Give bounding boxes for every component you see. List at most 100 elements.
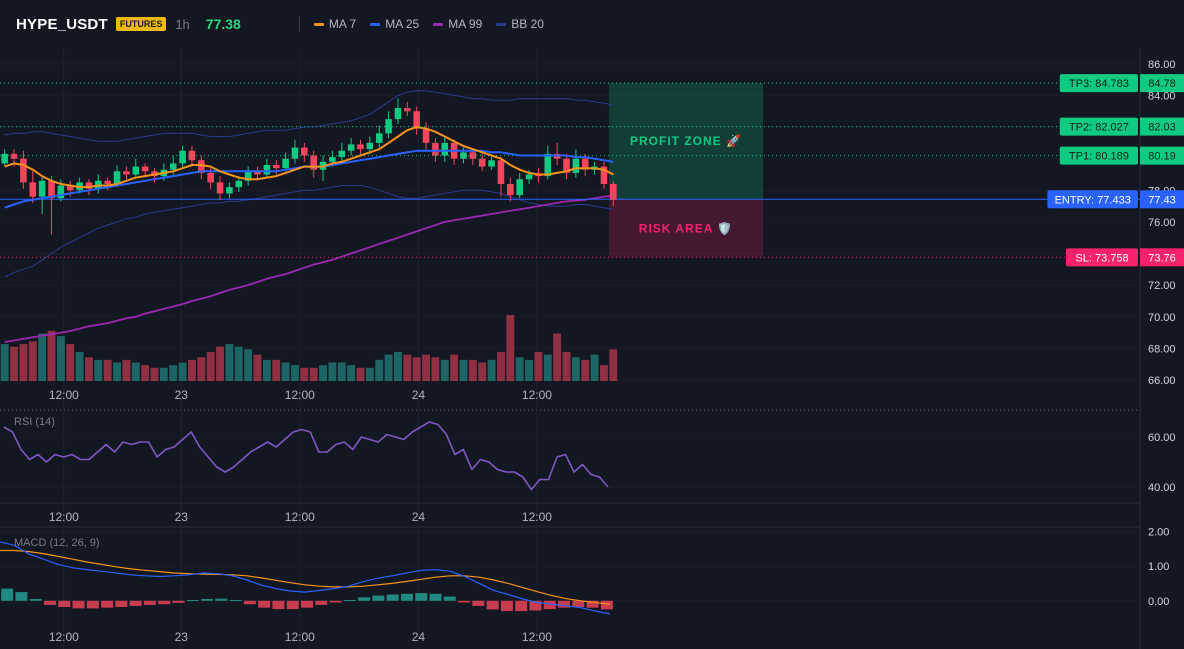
- macd-histogram-bar: [272, 600, 285, 610]
- axis-tag-entry: [1140, 190, 1184, 209]
- volume-bar: [206, 351, 215, 381]
- macd-histogram-bar: [458, 600, 471, 603]
- candle-body: [310, 155, 317, 170]
- macd-histogram-bar: [301, 600, 313, 608]
- candle-body: [226, 187, 233, 194]
- volume-bar: [319, 365, 327, 381]
- volume-bar: [225, 344, 234, 381]
- x-axis-label-macd: 12:00: [522, 630, 552, 644]
- level-tag-label: TP3: 84.783: [1069, 78, 1129, 90]
- volume-bar: [10, 346, 18, 381]
- candle-body: [123, 171, 130, 175]
- volume-bar: [216, 346, 224, 381]
- macd-histogram-bar: [143, 600, 156, 605]
- volume-bar: [131, 362, 140, 381]
- legend-label: MA 99: [448, 17, 483, 31]
- volume-bar: [47, 330, 56, 381]
- volume-bar: [28, 341, 37, 381]
- macd-histogram-bar: [15, 592, 28, 601]
- macd-histogram-bar: [343, 600, 356, 602]
- volume-bar: [75, 351, 84, 381]
- volume-bar: [122, 359, 131, 381]
- timeframe-label[interactable]: 1h: [175, 16, 190, 32]
- candle-body: [422, 128, 430, 143]
- axis-tag-label: 84.78: [1148, 78, 1176, 90]
- x-axis-label-macd: 24: [412, 630, 426, 644]
- legend-ma25[interactable]: MA 25: [370, 17, 419, 31]
- symbol-name[interactable]: HYPE_USDT: [16, 15, 108, 33]
- candle-body: [338, 150, 346, 158]
- candle-body: [347, 144, 355, 151]
- last-price: 77.38: [205, 16, 241, 32]
- candle-body: [404, 108, 411, 112]
- volume-bar: [525, 359, 533, 381]
- x-axis-label-rsi: 12:00: [285, 510, 315, 524]
- volume-bar: [244, 349, 253, 381]
- ma99-line: [4, 194, 614, 343]
- legend-ma99[interactable]: MA 99: [433, 17, 482, 31]
- rsi-axis-tick: 40.00: [1148, 482, 1176, 494]
- legend-label: MA 25: [385, 17, 420, 31]
- risk-area: [609, 199, 763, 258]
- macd-histogram-bar: [201, 599, 214, 601]
- macd-line: [0, 541, 611, 615]
- candle-body: [478, 158, 486, 167]
- candle-body: [301, 147, 308, 156]
- ma7-line: [4, 126, 614, 189]
- volume-bar: [38, 333, 47, 381]
- axis-tag-tp1: [1140, 146, 1184, 165]
- candle-body: [20, 158, 27, 183]
- macd-histogram-bar: [58, 600, 71, 607]
- volume-bar: [0, 344, 9, 381]
- candle-body: [329, 157, 336, 162]
- volume-bar: [534, 351, 543, 381]
- volume-bar: [328, 362, 337, 381]
- header-divider: [298, 16, 300, 32]
- volume-bar: [571, 357, 580, 381]
- level-tag-tp3: [1059, 74, 1138, 93]
- macd-histogram-bar: [558, 600, 571, 608]
- volume-bar: [497, 351, 505, 381]
- macd-histogram-bar: [115, 600, 128, 607]
- candle-body: [188, 150, 196, 161]
- volume-bar: [459, 359, 468, 381]
- macd-histogram-bar: [86, 600, 99, 609]
- candle-body: [600, 166, 608, 184]
- price-axis-tick: 76.00: [1148, 217, 1176, 229]
- legend-ma7[interactable]: MA 7: [313, 17, 356, 31]
- axis-tag-label: 80.19: [1148, 151, 1176, 163]
- level-tag-label: SL: 73.758: [1075, 252, 1128, 264]
- volume-bar: [262, 359, 271, 381]
- candle-body: [263, 164, 271, 175]
- volume-bar: [543, 354, 552, 381]
- price-axis-tick: 70.00: [1148, 312, 1176, 324]
- volume-bar: [440, 359, 449, 381]
- legend-bb20[interactable]: BB 20: [496, 17, 544, 31]
- volume-bar: [553, 333, 562, 381]
- level-tag-label: TP2: 82.027: [1069, 122, 1129, 134]
- candle-body: [375, 133, 383, 143]
- volume-bar: [365, 367, 374, 381]
- volume-bar: [234, 346, 243, 381]
- chart-header: HYPE_USDT FUTURES 1h 77.38 MA 7 MA 25 MA…: [0, 0, 1184, 48]
- candle-body: [366, 142, 374, 150]
- volume-bar: [169, 365, 178, 381]
- volume-bar: [506, 315, 515, 381]
- macd-histogram-bar: [243, 600, 256, 605]
- level-tag-tp1: [1059, 146, 1138, 165]
- volume-bar: [300, 367, 309, 381]
- macd-histogram-bar: [543, 600, 556, 610]
- price-axis-tick: 86.00: [1148, 59, 1176, 71]
- candle-body: [272, 164, 280, 169]
- volume-bar: [515, 357, 524, 381]
- volume-bar: [412, 357, 421, 381]
- candle-body: [244, 171, 252, 181]
- candle-body: [104, 180, 111, 184]
- price-axis-tick: 84.00: [1148, 90, 1176, 102]
- candle-body: [132, 166, 140, 175]
- price-axis-tick: 66.00: [1148, 375, 1176, 387]
- candle-body: [544, 153, 552, 177]
- macd-histogram-bar: [158, 600, 171, 605]
- volume-bar: [85, 357, 93, 381]
